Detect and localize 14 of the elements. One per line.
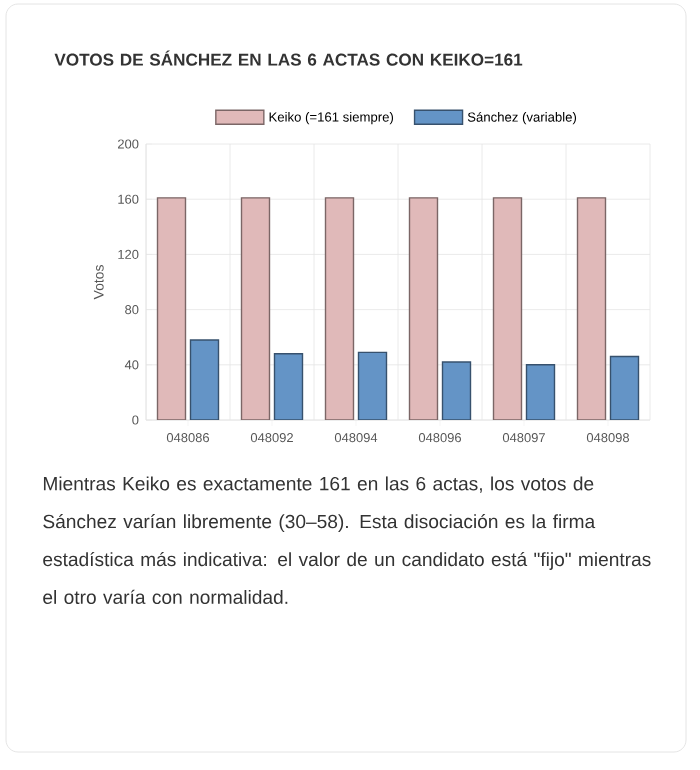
bar <box>609 355 640 421</box>
bar <box>525 364 556 421</box>
bar <box>273 353 304 421</box>
bar <box>408 197 439 421</box>
bar <box>357 351 388 421</box>
bar <box>156 197 187 421</box>
chart-title: VOTOS DE SÁNCHEZ EN LAS 6 ACTAS CON KEIKO=161 <box>54 50 523 66</box>
bar <box>441 361 472 421</box>
bar <box>189 339 220 421</box>
bar <box>240 197 271 421</box>
bar <box>492 197 523 421</box>
bar <box>324 197 355 421</box>
text: Mientras Keiko es exactamente 161 en las 6 actas, los votos de Sánchez varían libremente (30–58). Esta disociación es la firma estadística más indicativa: el valor de un candidato está "fijo" mientras el otro varía con normalidad. <box>43 476 651 605</box>
bar <box>576 197 607 421</box>
